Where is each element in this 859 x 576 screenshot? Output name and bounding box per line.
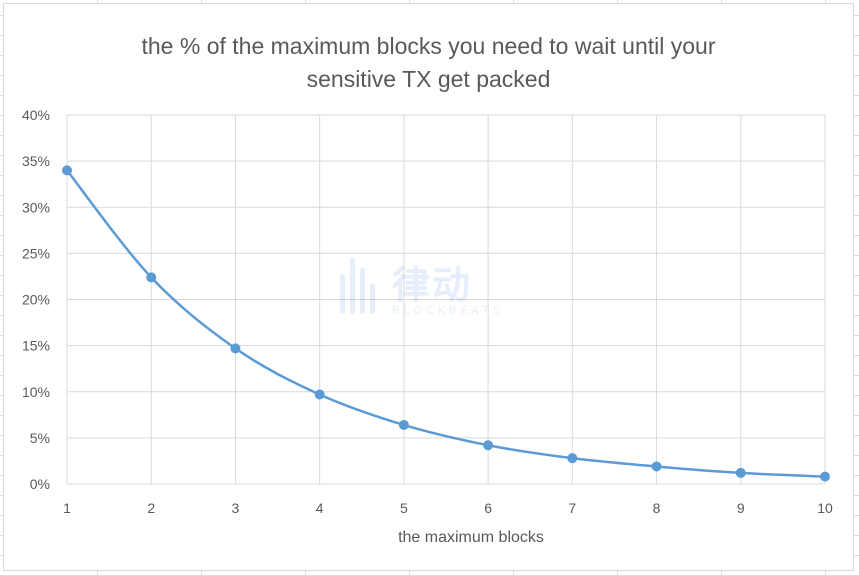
- series-line: [65, 169, 827, 478]
- x-tick-label: 2: [147, 500, 155, 516]
- chart-title-line-2: sensitive TX get packed: [306, 66, 551, 92]
- data-point: [567, 453, 578, 464]
- data-point: [146, 272, 157, 283]
- y-tick-label: 15%: [22, 338, 50, 354]
- x-tick-label: 7: [568, 500, 576, 516]
- data-point: [483, 440, 494, 451]
- y-tick-label: 20%: [22, 292, 50, 308]
- x-tick-label: 4: [316, 500, 324, 516]
- x-tick-label: 9: [737, 500, 745, 516]
- x-tick-label: 5: [400, 500, 408, 516]
- chart-title: the % of the maximum blocks you need to …: [4, 30, 853, 96]
- x-tick-label: 1: [63, 500, 71, 516]
- y-tick-label: 10%: [22, 384, 50, 400]
- y-tick-label: 40%: [22, 107, 50, 123]
- y-tick-label: 25%: [22, 245, 50, 261]
- x-tick-label: 8: [653, 500, 661, 516]
- data-point: [398, 419, 409, 430]
- y-tick-label: 35%: [22, 153, 50, 169]
- data-point: [735, 467, 746, 478]
- x-tick-label: 6: [484, 500, 492, 516]
- data-point: [651, 461, 662, 472]
- x-tick-label: 10: [817, 500, 833, 516]
- y-tick-label: 0%: [30, 476, 50, 492]
- data-point: [230, 343, 241, 354]
- x-tick-label: 3: [232, 500, 240, 516]
- data-point: [314, 389, 325, 400]
- data-point: [820, 471, 830, 482]
- x-axis-title: the maximum blocks: [398, 529, 544, 546]
- y-tick-label: 5%: [30, 430, 50, 446]
- chart-title-line-1: the % of the maximum blocks you need to …: [141, 33, 716, 59]
- chart-area[interactable]: the % of the maximum blocks you need to …: [3, 3, 854, 571]
- data-point: [62, 165, 72, 176]
- y-tick-label: 30%: [22, 199, 50, 215]
